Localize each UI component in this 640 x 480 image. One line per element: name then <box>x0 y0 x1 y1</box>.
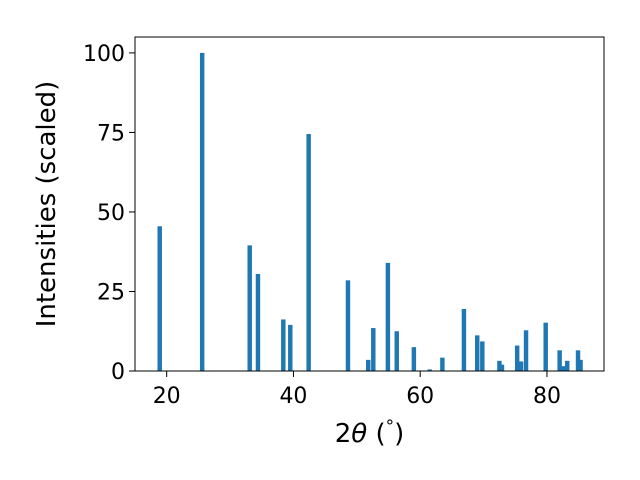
bar <box>514 345 520 371</box>
bar <box>497 360 502 371</box>
bar <box>575 350 581 371</box>
bar <box>385 262 391 371</box>
x-tick-label: 40 <box>279 384 307 409</box>
x-axis-ticks: 20 40 60 80 <box>153 371 561 409</box>
bar <box>543 322 548 371</box>
y-axis-ticks: 0 25 50 75 100 <box>83 42 135 385</box>
x-axis-label: 2θ (°) <box>335 417 405 449</box>
x-tick-label: 60 <box>406 384 434 409</box>
bar <box>427 369 432 371</box>
bar <box>518 361 524 371</box>
bar <box>578 359 583 371</box>
bar <box>306 134 311 371</box>
bar <box>560 366 566 371</box>
bar <box>440 357 445 371</box>
y-tick-label: 25 <box>97 280 125 305</box>
x-tick-label: 20 <box>153 384 181 409</box>
bar <box>199 52 205 372</box>
y-tick-label: 50 <box>97 201 125 226</box>
y-axis-label: Intensities (scaled) <box>32 81 62 328</box>
bar <box>499 364 505 371</box>
plot-frame <box>134 36 605 372</box>
bar <box>288 324 293 371</box>
bar <box>461 308 467 371</box>
y-tick-label: 0 <box>111 360 125 385</box>
y-tick-label: 100 <box>83 42 125 67</box>
bar <box>475 335 480 371</box>
bar <box>157 226 162 371</box>
bar <box>565 360 570 371</box>
x-tick-label: 80 <box>533 384 561 409</box>
bar <box>371 328 376 371</box>
bar <box>480 341 485 371</box>
bar <box>394 331 399 371</box>
bar <box>247 245 252 371</box>
bar-series <box>157 52 583 372</box>
bar <box>366 359 371 371</box>
bar <box>255 273 261 371</box>
bar <box>411 347 417 371</box>
bar <box>523 330 529 371</box>
bar <box>281 319 286 371</box>
bar <box>557 350 562 371</box>
y-tick-label: 75 <box>97 121 125 146</box>
bar <box>345 280 351 371</box>
